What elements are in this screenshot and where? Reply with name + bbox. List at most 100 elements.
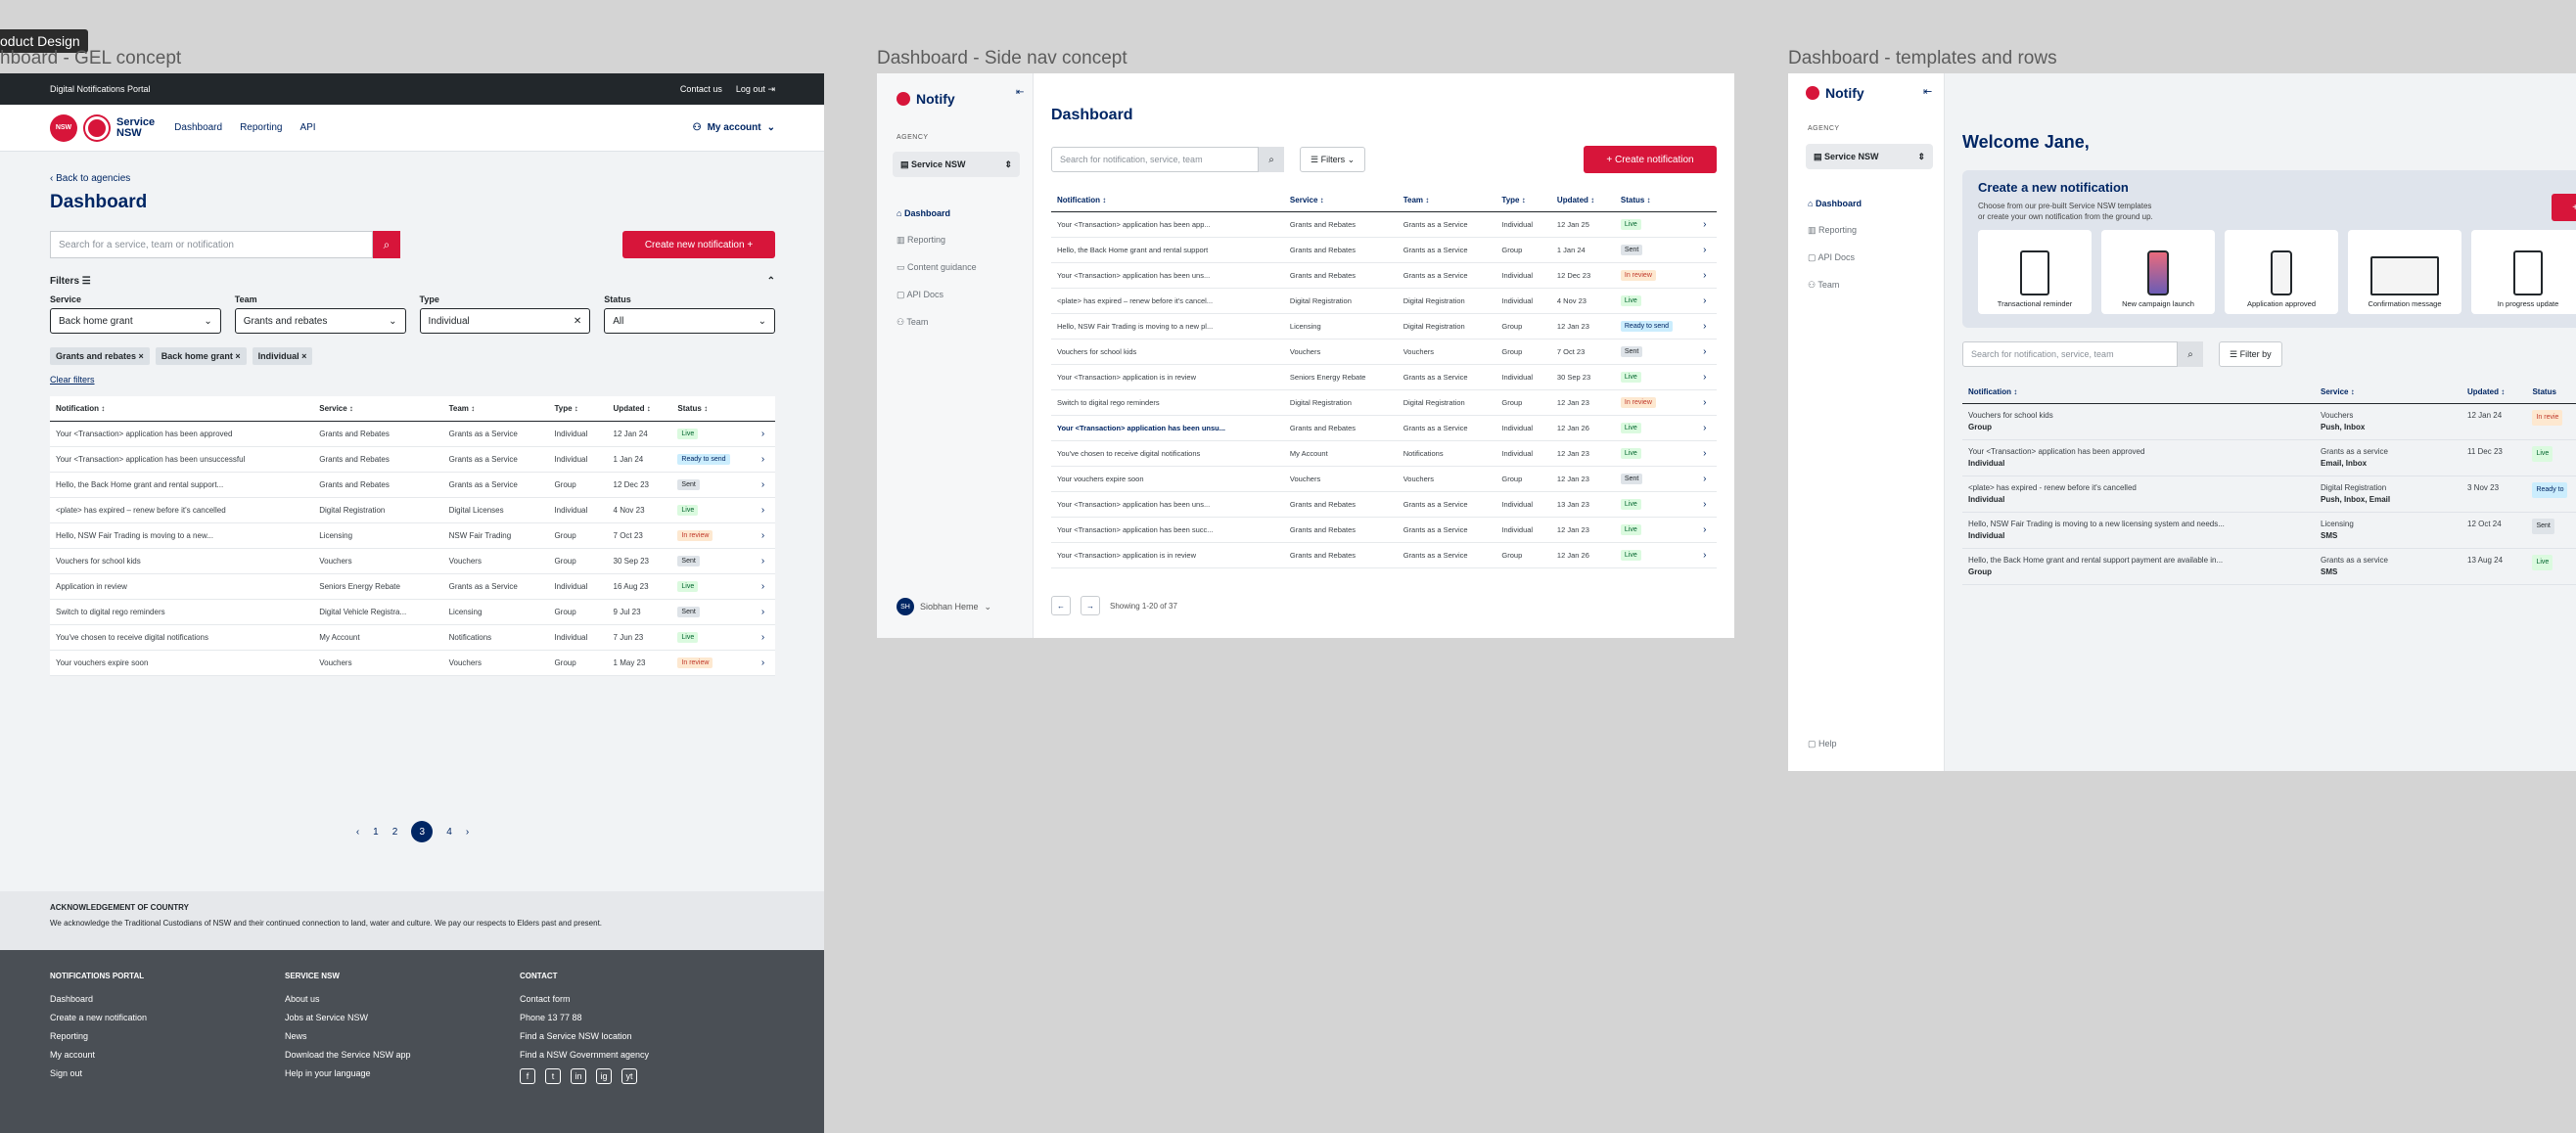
filter-chip[interactable]: Back home grant × [155,347,247,365]
row-action[interactable]: › [755,548,775,574]
table-row[interactable]: Your vouchers expire soon Vouchers Voucher… [1051,466,1717,492]
nav-team[interactable]: ⚇ Team [897,317,929,327]
row-action[interactable]: › [755,497,775,523]
row-action[interactable]: › [1697,491,1717,518]
column-header[interactable]: Team ↕ [1397,189,1496,212]
footer-link[interactable]: Help in your language [285,1068,371,1078]
table-row[interactable]: You've chosen to receive digital notific… [1051,440,1717,467]
next-page-button[interactable]: → [1081,596,1100,615]
row-action[interactable]: › [755,472,775,498]
row-action[interactable]: › [1697,440,1717,467]
row-action[interactable]: › [755,446,775,473]
table-row[interactable]: Vouchers for school kids Group Vouchers Pus… [1962,403,2576,440]
user-menu[interactable]: SH Siobhan Heme ⌄ [897,598,991,615]
table-row[interactable]: Hello, NSW Fair Trading is moving to a n… [1962,512,2576,549]
footer-link[interactable]: Dashboard [50,994,94,1004]
frame-title-side-nav[interactable]: Dashboard - Side nav concept [877,48,1127,68]
back-to-agencies-link[interactable]: ‹ Back to agencies [50,173,131,184]
table-row[interactable]: Your vouchers expire soon Vouchers Voucher… [50,650,775,676]
next-page-icon[interactable]: › [465,826,470,838]
table-row[interactable]: Your <Transaction> application is in rev… [1051,542,1717,568]
column-header[interactable]: Notification ↕ [1962,381,2315,404]
table-row[interactable]: Switch to digital rego reminders Digital … [1051,389,1717,416]
frame-title-templates[interactable]: Dashboard - templates and rows [1788,48,2057,68]
page-2[interactable]: 2 [391,826,398,838]
column-header[interactable]: Team ↕ [442,396,549,422]
footer-link[interactable]: My account [50,1050,96,1060]
nav-dashboard[interactable]: ⌂ Dashboard [1808,199,1862,208]
table-row[interactable]: <plate> has expired – renew before it's … [1051,288,1717,314]
search-button[interactable]: ⌕ [373,231,400,258]
column-header[interactable]: Updated ↕ [1550,189,1615,212]
template-card[interactable]: In progress update [2471,230,2576,314]
nav-dashboard[interactable]: Dashboard [174,122,223,133]
linkedin-icon[interactable]: in [571,1068,586,1084]
collapse-sidebar-icon[interactable]: ⇤ [1923,86,1933,98]
table-row[interactable]: Hello, the Back Home grant and rental su… [50,472,775,498]
clear-icon[interactable]: ✕ [573,316,582,327]
column-header[interactable]: Service ↕ [2315,381,2461,404]
footer-link[interactable]: Reporting [50,1031,89,1041]
table-row[interactable]: <plate> has expired – renew before it's … [50,497,775,523]
table-row[interactable]: Your <Transaction> application has been … [50,421,775,447]
footer-link[interactable]: Find a Service NSW location [520,1031,632,1041]
collapse-sidebar-icon[interactable]: ⇤ [1016,87,1025,98]
column-header[interactable]: Service ↕ [313,396,443,422]
footer-link[interactable]: Contact form [520,994,571,1004]
nav-reporting[interactable]: ▥ Reporting [1808,225,1858,235]
filter-team-select[interactable]: Grants and rebates ⌄ [234,308,406,334]
clear-filters-link[interactable]: Clear filters [50,375,95,385]
table-row[interactable]: Hello, NSW Fair Trading is moving to a n… [1051,313,1717,340]
my-account-menu[interactable]: ⚇ My account ⌄ [692,122,775,133]
search-input[interactable]: Search for notification, service, team [1051,147,1259,172]
create-notification-button[interactable]: + Create notific [2552,194,2576,221]
row-action[interactable]: › [1697,237,1717,263]
table-row[interactable]: Your <Transaction> application has been … [1962,439,2576,476]
search-button[interactable]: ⌕ [2178,341,2203,367]
template-card[interactable]: New campaign launch [2101,230,2215,314]
page-3-current[interactable]: 3 [411,821,434,842]
column-header[interactable]: Status [2526,381,2576,404]
template-card[interactable]: Confirmation message [2348,230,2461,314]
prev-page-icon[interactable]: ‹ [355,826,360,838]
search-input[interactable]: Search for notification, service, team [1962,341,2178,367]
agency-selector[interactable]: ▤ Service NSW ⇕ [1806,144,1933,169]
row-action[interactable]: › [1697,288,1717,314]
table-row[interactable]: Application in review Seniors Energy Reba… [50,573,775,600]
row-action[interactable]: › [1697,364,1717,390]
footer-link[interactable]: Create a new notification [50,1013,148,1022]
frame-title-gel[interactable]: hboard - GEL concept [0,48,182,68]
row-action[interactable]: › [755,650,775,676]
contact-link[interactable]: Contact us [679,84,722,94]
filter-chip[interactable]: Individual × [252,347,313,365]
row-action[interactable]: › [1697,542,1717,568]
column-header[interactable]: Status ↕ [1614,189,1698,212]
filter-chip[interactable]: Grants and rebates × [50,347,150,365]
column-header[interactable]: Notification ↕ [50,396,314,422]
table-row[interactable]: Switch to digital rego reminders Digital … [50,599,775,625]
template-card[interactable]: Transactional reminder [1978,230,2092,314]
notify-logo[interactable]: Notify [1806,85,1864,101]
logout-link[interactable]: Log out ⇥ [735,83,775,94]
table-row[interactable]: Your <Transaction> application has been … [1051,491,1717,518]
page-1[interactable]: 1 [373,826,379,838]
instagram-icon[interactable]: ig [596,1068,612,1084]
prev-page-button[interactable]: ← [1051,596,1071,615]
row-action[interactable]: › [1697,389,1717,416]
nav-team[interactable]: ⚇ Team [1808,280,1840,290]
table-row[interactable]: Hello, NSW Fair Trading is moving to a n… [50,522,775,549]
row-action[interactable]: › [1697,339,1717,365]
nav-api-docs[interactable]: ▢ API Docs [897,290,944,299]
footer-link[interactable]: Find a NSW Government agency [520,1050,650,1060]
column-header[interactable]: Service ↕ [1283,189,1398,212]
template-card[interactable]: Application approved [2225,230,2338,314]
table-row[interactable]: You've chosen to receive digital notific… [50,624,775,651]
table-row[interactable]: Your <Transaction> application is in rev… [1051,364,1717,390]
row-action[interactable]: › [755,624,775,651]
column-header[interactable]: Type ↕ [1495,189,1551,212]
filter-type-input[interactable]: Individual ✕ [419,308,591,334]
row-action[interactable]: › [755,522,775,549]
row-action[interactable]: › [755,573,775,600]
column-header[interactable]: Status ↕ [671,396,756,422]
page-4[interactable]: 4 [446,826,452,838]
